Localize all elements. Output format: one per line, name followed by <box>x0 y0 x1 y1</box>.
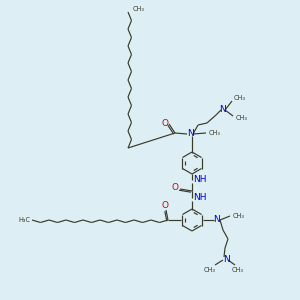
Text: O: O <box>172 182 178 191</box>
Text: CH₃: CH₃ <box>233 213 245 219</box>
Text: N: N <box>214 215 220 224</box>
Text: N: N <box>220 104 226 113</box>
Text: O: O <box>161 118 169 127</box>
Text: N: N <box>187 128 194 137</box>
Text: O: O <box>161 200 169 209</box>
Text: CH₃: CH₃ <box>236 115 248 121</box>
Text: CH₃: CH₃ <box>234 95 246 101</box>
Text: N: N <box>223 254 230 263</box>
Text: CH₃: CH₃ <box>232 267 244 273</box>
Text: H₃C: H₃C <box>18 217 30 223</box>
Text: CH₃: CH₃ <box>204 267 216 273</box>
Text: NH: NH <box>193 194 207 202</box>
Text: CH₃: CH₃ <box>133 6 145 12</box>
Text: CH₃: CH₃ <box>209 130 221 136</box>
Text: NH: NH <box>193 176 207 184</box>
